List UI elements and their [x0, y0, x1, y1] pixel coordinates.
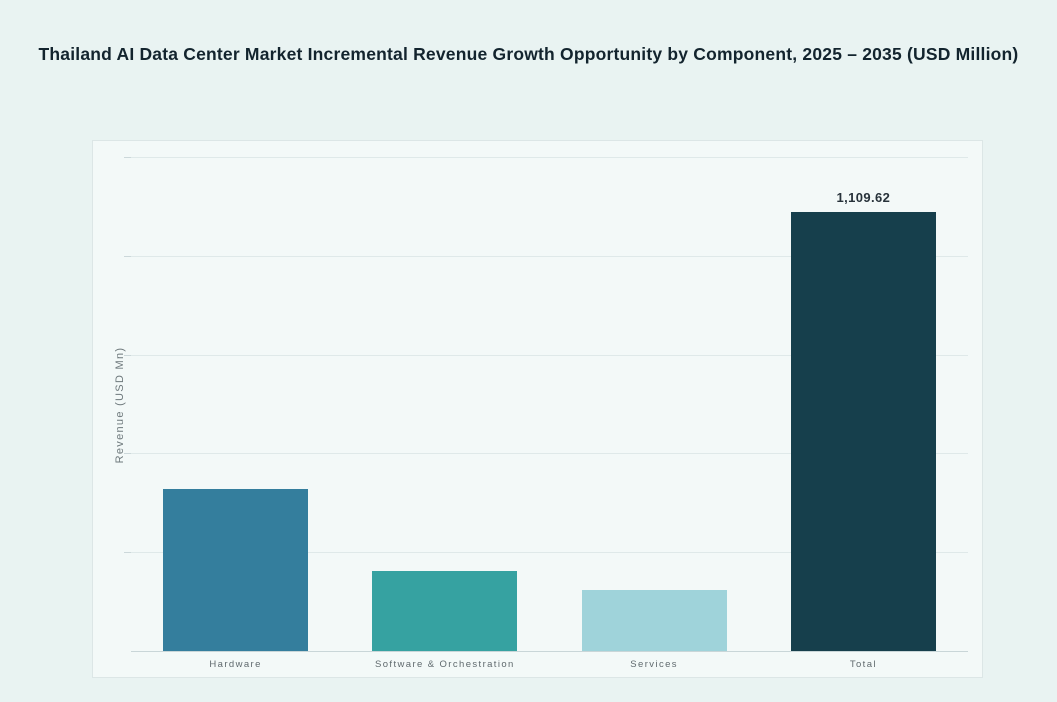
x-axis-label-software-orchestration: Software & Orchestration — [375, 659, 515, 670]
chart-title: Thailand AI Data Center Market Increment… — [38, 44, 1019, 64]
gridline — [131, 157, 968, 158]
y-axis-tick — [124, 552, 131, 553]
bar-services — [581, 590, 727, 651]
data-label-total: 1,109.62 — [836, 190, 891, 205]
x-axis-label-hardware: Hardware — [209, 659, 262, 670]
gridline — [131, 256, 968, 257]
y-axis-tick — [124, 157, 131, 158]
bar-total — [790, 212, 936, 651]
gridline — [131, 552, 968, 553]
chart-panel: Revenue (USD Mn) 1,109.62 Hardware Softwa… — [92, 140, 983, 678]
x-axis-labels: Hardware Software & Orchestration Services… — [131, 652, 968, 670]
y-axis-label: Revenue (USD Mn) — [114, 346, 126, 464]
bar-software-orchestration — [372, 571, 518, 651]
y-axis-tick — [124, 355, 131, 356]
y-axis-tick — [124, 256, 131, 257]
x-axis-label-services: Services — [630, 659, 678, 670]
bar-slot-software-orchestration — [340, 571, 549, 651]
gridline — [131, 453, 968, 454]
bars-container: 1,109.62 — [131, 157, 968, 651]
y-axis-tick — [124, 453, 131, 454]
x-axis-label-total: Total — [849, 659, 877, 670]
bar-slot-hardware — [131, 489, 340, 651]
plot-area: 1,109.62 — [124, 157, 968, 652]
bar-slot-total: 1,109.62 — [759, 190, 968, 651]
bar-hardware — [163, 489, 309, 651]
gridline — [131, 355, 968, 356]
bar-slot-services — [550, 590, 759, 651]
